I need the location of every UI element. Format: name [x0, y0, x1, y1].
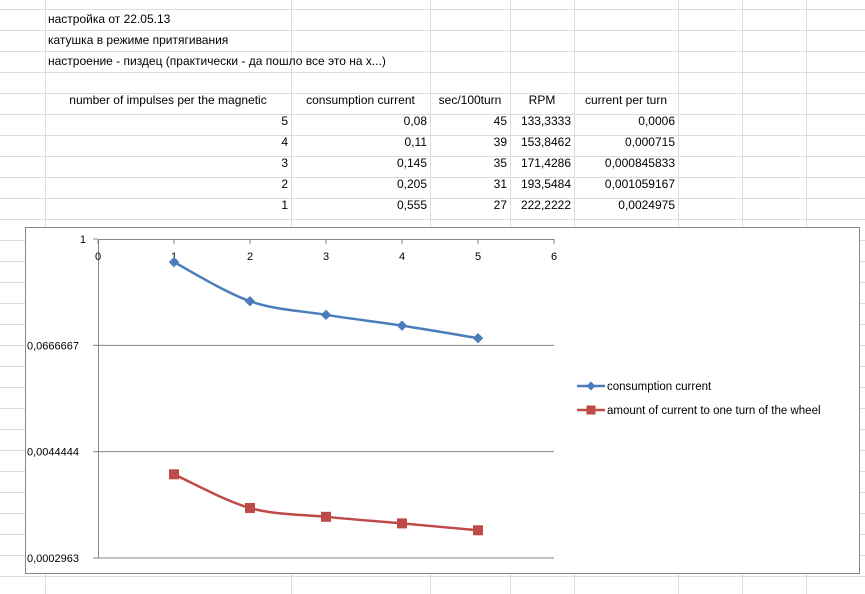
header-sec[interactable]: sec/100turn	[438, 93, 502, 107]
cell-consumption[interactable]: 0,08	[403, 114, 427, 128]
cell-rpm[interactable]: 222,2222	[520, 198, 571, 212]
y-tick-label: 0,0002963	[27, 553, 79, 565]
cell-sec[interactable]: 27	[493, 198, 507, 212]
x-tick-label: 5	[475, 251, 481, 263]
line-chart[interactable]: 012345610,06666670,00444440,0002963consu…	[25, 227, 860, 574]
cell-current-per-turn[interactable]: 0,000715	[624, 135, 675, 149]
legend-marker-diamond	[586, 381, 596, 391]
cell-consumption[interactable]: 0,11	[404, 135, 427, 149]
header-rpm[interactable]: RPM	[528, 93, 556, 107]
data-point-diamond	[472, 332, 484, 344]
x-tick-label: 3	[323, 251, 329, 263]
cell-current-per-turn[interactable]: 0,001059167	[604, 177, 675, 191]
cell-consumption[interactable]: 0,555	[396, 198, 427, 212]
legend-label: amount of current to one turn of the whe…	[607, 405, 821, 417]
cell-current-per-turn[interactable]: 0,000845833	[604, 156, 675, 170]
data-point-diamond	[396, 320, 408, 331]
note-cell[interactable]: катушка в режиме притягивания	[48, 33, 229, 47]
data-point-diamond	[244, 296, 256, 307]
cell-rpm[interactable]: 153,8462	[520, 135, 571, 149]
chart-area	[25, 227, 860, 574]
cell-sec[interactable]: 45	[493, 114, 507, 128]
data-point-diamond	[320, 309, 332, 321]
cell-sec[interactable]: 39	[493, 135, 507, 149]
y-tick-label: 1	[80, 234, 86, 246]
cell-rpm[interactable]: 171,4286	[520, 156, 571, 170]
x-tick-label: 2	[247, 251, 253, 263]
legend-label: consumption current	[607, 381, 712, 393]
data-point-square	[245, 502, 255, 513]
x-tick-label: 0	[95, 251, 101, 263]
legend-marker-square	[586, 405, 596, 415]
note-cell[interactable]: настроение - пиздец (практически - да по…	[48, 54, 386, 68]
cell-sec[interactable]: 35	[493, 156, 507, 170]
cell-impulses[interactable]: 3	[281, 156, 288, 170]
data-point-square	[169, 469, 179, 480]
note-cell[interactable]: настройка от 22.05.13	[48, 12, 171, 26]
cell-impulses[interactable]: 4	[281, 135, 288, 149]
y-tick-label: 0,0666667	[27, 340, 79, 352]
cell-rpm[interactable]: 133,3333	[520, 114, 571, 128]
cell-sec[interactable]: 31	[493, 177, 507, 191]
data-point-square	[321, 511, 331, 522]
cell-current-per-turn[interactable]: 0,0006	[638, 114, 675, 128]
data-point-diamond	[168, 256, 180, 268]
cell-consumption[interactable]: 0,145	[396, 156, 427, 170]
header-current-per-turn[interactable]: current per turn	[584, 93, 668, 107]
cell-consumption[interactable]: 0,205	[396, 177, 427, 191]
data-point-square	[397, 518, 407, 529]
cell-impulses[interactable]: 5	[281, 114, 288, 128]
cell-impulses[interactable]: 1	[281, 198, 288, 212]
cell-rpm[interactable]: 193,5484	[520, 177, 571, 191]
header-impulses[interactable]: number of impulses per the magnetic	[69, 93, 267, 107]
x-tick-label: 4	[399, 251, 405, 263]
x-tick-label: 6	[551, 251, 557, 263]
data-point-square	[473, 525, 483, 536]
cell-impulses[interactable]: 2	[281, 177, 288, 191]
header-consumption[interactable]: consumption current	[306, 93, 415, 107]
y-tick-label: 0,0044444	[27, 447, 79, 459]
cell-current-per-turn[interactable]: 0,0024975	[618, 198, 675, 212]
